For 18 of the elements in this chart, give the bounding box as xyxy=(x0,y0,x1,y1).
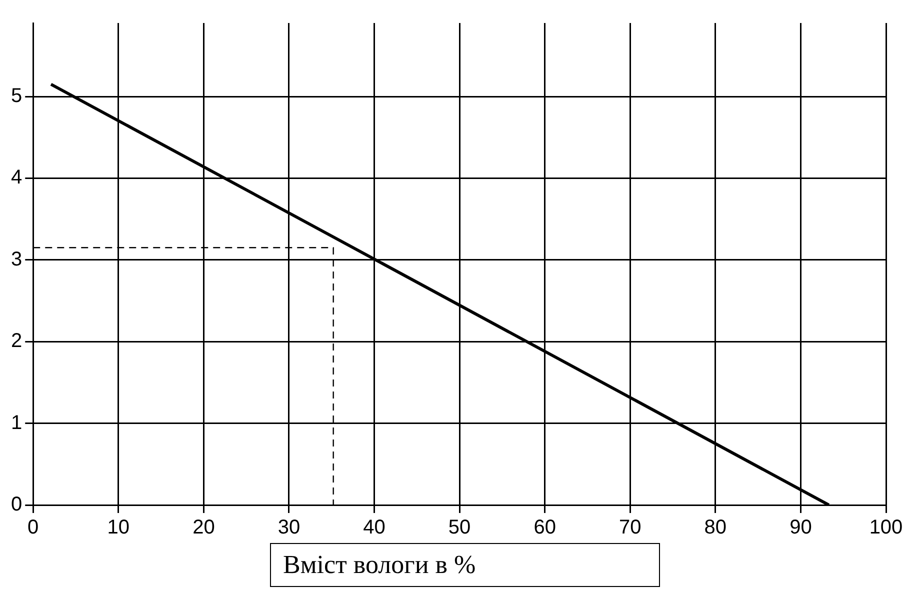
y-tick-label: 2 xyxy=(11,330,22,352)
x-tick-label: 40 xyxy=(363,516,386,539)
x-tick-label: 20 xyxy=(192,516,215,539)
x-tick-label: 50 xyxy=(448,516,471,539)
x-tick-label: 0 xyxy=(28,516,39,539)
y-tick-label: 5 xyxy=(11,85,22,108)
x-tick-label: 60 xyxy=(534,516,556,539)
y-tick-label: 1 xyxy=(11,412,22,434)
y-tick-label: 3 xyxy=(11,248,22,270)
x-tick-label: 100 xyxy=(869,516,903,539)
y-tick-label: 0 xyxy=(11,494,22,516)
x-tick-label: 80 xyxy=(704,516,727,539)
x-tick-label: 90 xyxy=(790,516,812,539)
y-tick-label: 4 xyxy=(11,166,22,189)
x-axis-title: Вміст вологи в % xyxy=(270,543,660,587)
x-tick-label: 10 xyxy=(107,516,130,539)
x-tick-label: 30 xyxy=(278,516,300,539)
x-tick-label: 70 xyxy=(619,516,642,539)
